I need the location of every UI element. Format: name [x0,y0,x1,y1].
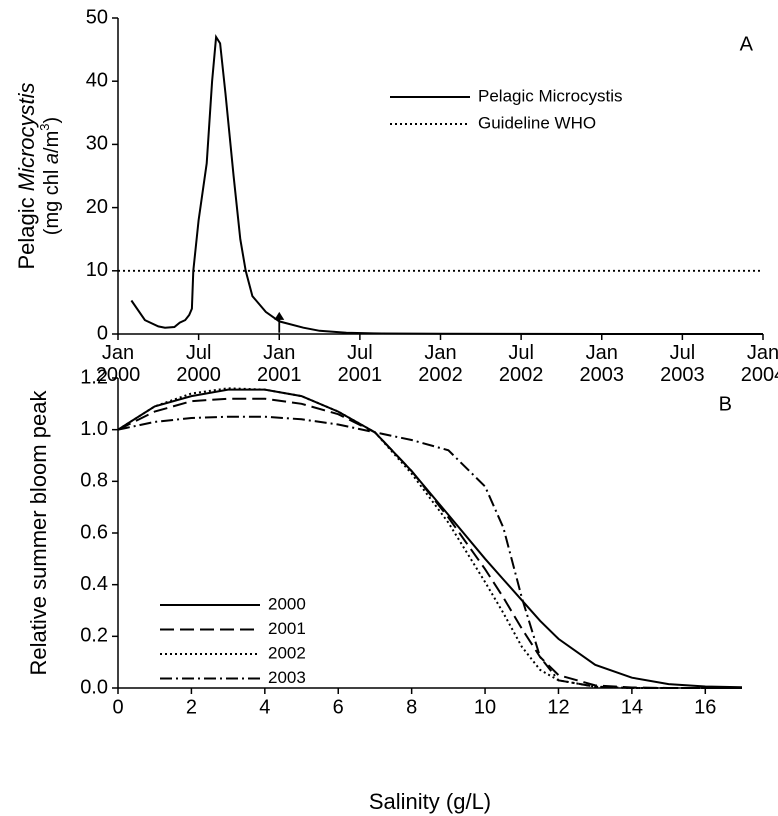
series-line [117,397,742,689]
y-tick-label: 1.0 [80,418,108,440]
y-axis-title: (mg chl a/m3) [37,117,63,235]
y-tick-label: 0.2 [80,625,108,647]
y-axis-title-part: /m [41,131,63,153]
x-tick-label: 10 [474,696,496,718]
x-tick-label: 4 [259,696,270,718]
x-tick-label: Jul 2000 [176,342,221,386]
x-tick-label: Jul 2001 [337,342,383,386]
y-tick-label: 20 [86,196,108,218]
panel-label: A [740,33,754,55]
x-tick-label: 8 [406,696,417,718]
panel-label: B [719,393,732,415]
y-tick-label: 30 [86,133,108,155]
series-line [117,415,742,689]
x-tick-label: 12 [547,696,569,718]
x-tick-label: 16 [694,696,716,718]
x-tick-label: 6 [333,696,344,718]
y-tick-label: 0.4 [80,573,108,595]
legend-label: 2000 [268,594,306,613]
y-tick-label: 10 [86,259,108,281]
legend-label: Guideline WHO [478,113,596,132]
y-tick-label: 0 [97,322,108,344]
y-tick-label: 0.0 [80,676,108,698]
y-axis-title-part: a [41,153,63,164]
series-line [117,387,742,689]
y-axis-title-part: ) [41,117,63,124]
y-axis-title: Pelagic Microcystis [14,82,39,269]
y-axis-title-part: Microcystis [14,82,39,191]
x-axis-title: Salinity (g/L) [369,789,491,814]
series-line [130,33,763,335]
y-axis-title-part: Pelagic [14,191,39,269]
y-tick-label: 1.2 [80,366,108,388]
x-tick-label: Jul 2002 [498,342,544,386]
y-tick-label: 0.8 [80,470,108,492]
x-tick-label: 14 [621,696,643,718]
legend-label: 2002 [268,643,306,662]
y-tick-label: 0.6 [80,521,108,543]
x-tick-label: Jan 2000 [95,342,141,386]
y-axis-title-part: (mg chl [41,164,63,235]
legend-label: 2001 [268,619,306,638]
x-tick-label: Jan 2004 [740,342,778,386]
x-tick-label: 2 [186,696,197,718]
x-tick-label: Jan 2003 [579,342,625,386]
y-axis-title-part: 3 [37,123,52,130]
x-tick-label: Jan 2002 [418,342,463,386]
y-tick-label: 40 [86,69,108,91]
x-tick-label: Jul 2003 [660,342,705,386]
y-tick-label: 50 [86,6,108,28]
x-tick-label: Jan 2001 [257,342,302,386]
series-line [117,388,743,689]
x-tick-label: 0 [112,696,123,718]
legend-label: 2003 [268,668,306,687]
legend-label: Pelagic Microcystis [478,86,623,105]
y-axis-title: Relative summer bloom peak [26,390,51,676]
arrow-head [274,311,285,320]
